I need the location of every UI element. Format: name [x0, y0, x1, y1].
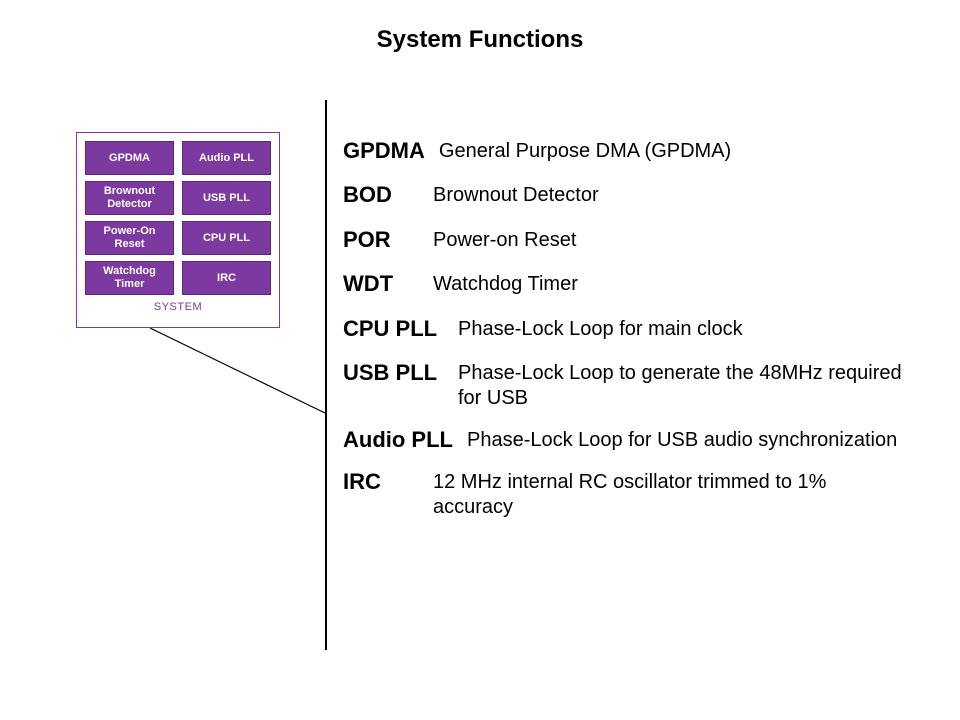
def-abbr: IRC — [343, 469, 433, 495]
def-row-por: POR Power-on Reset — [343, 227, 903, 253]
def-row-wdt: WDT Watchdog Timer — [343, 271, 903, 297]
def-desc: Phase-Lock Loop for main clock — [458, 316, 743, 342]
system-label: SYSTEM — [85, 301, 271, 313]
vertical-divider — [325, 100, 327, 650]
def-abbr: Audio PLL — [343, 427, 467, 453]
system-diagram-box: GPDMA Audio PLL Brownout Detector USB PL… — [76, 132, 280, 328]
def-row-usb-pll: USB PLL Phase-Lock Loop to generate the … — [343, 360, 903, 411]
def-row-audio-pll: Audio PLL Phase-Lock Loop for USB audio … — [343, 427, 903, 453]
def-abbr: POR — [343, 227, 433, 253]
block-gpdma: GPDMA — [85, 141, 174, 175]
callout-line-icon — [150, 328, 325, 418]
system-block-grid: GPDMA Audio PLL Brownout Detector USB PL… — [85, 141, 271, 295]
def-desc: Phase-Lock Loop for USB audio synchroniz… — [467, 427, 897, 453]
def-abbr: BOD — [343, 182, 433, 208]
def-desc: Watchdog Timer — [433, 271, 578, 297]
block-cpu-pll: CPU PLL — [182, 221, 271, 255]
def-desc: General Purpose DMA (GPDMA) — [439, 138, 731, 164]
def-row-bod: BOD Brownout Detector — [343, 182, 903, 208]
def-abbr: GPDMA — [343, 138, 439, 164]
def-desc: Phase-Lock Loop to generate the 48MHz re… — [458, 360, 903, 411]
block-audio-pll: Audio PLL — [182, 141, 271, 175]
block-watchdog-timer: Watchdog Timer — [85, 261, 174, 295]
def-row-cpu-pll: CPU PLL Phase-Lock Loop for main clock — [343, 316, 903, 342]
block-power-on-reset: Power-On Reset — [85, 221, 174, 255]
block-brownout-detector: Brownout Detector — [85, 181, 174, 215]
def-desc: Brownout Detector — [433, 182, 599, 208]
block-usb-pll: USB PLL — [182, 181, 271, 215]
definitions-list: GPDMA General Purpose DMA (GPDMA) BOD Br… — [343, 138, 903, 536]
def-abbr: USB PLL — [343, 360, 458, 386]
def-abbr: WDT — [343, 271, 433, 297]
block-irc: IRC — [182, 261, 271, 295]
def-desc: 12 MHz internal RC oscillator trimmed to… — [433, 469, 903, 520]
page-title: System Functions — [0, 26, 960, 54]
def-desc: Power-on Reset — [433, 227, 576, 253]
def-row-gpdma: GPDMA General Purpose DMA (GPDMA) — [343, 138, 903, 164]
def-row-irc: IRC 12 MHz internal RC oscillator trimme… — [343, 469, 903, 520]
def-abbr: CPU PLL — [343, 316, 458, 342]
